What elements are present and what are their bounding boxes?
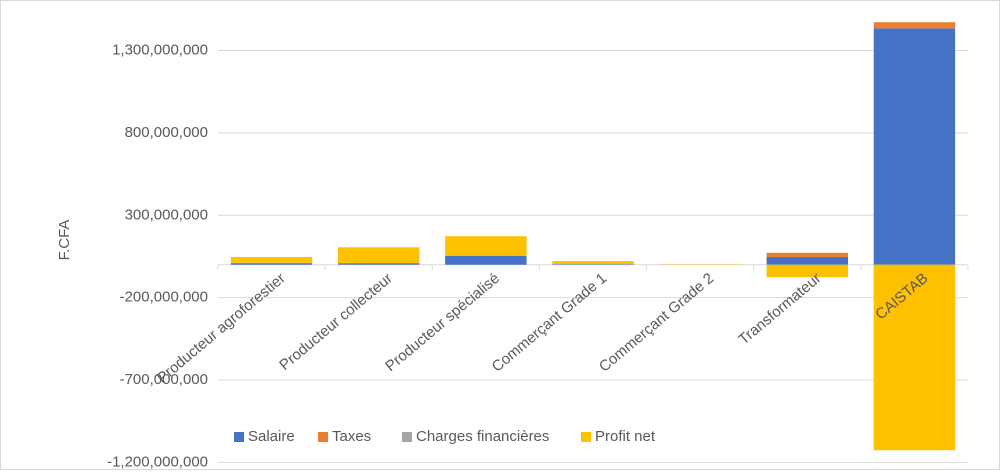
y-tick-label: -1,200,000,000: [107, 453, 208, 470]
bar-segment: [445, 256, 526, 265]
y-tick-label: 300,000,000: [125, 206, 208, 223]
y-tick-label: 1,300,000,000: [112, 42, 208, 59]
bar-segment: [767, 253, 848, 257]
bar-segment: [338, 263, 419, 264]
bar-segment: [767, 257, 848, 265]
bar-segment: [552, 261, 633, 264]
legend-label: Profit net: [595, 428, 656, 445]
legend-swatch: [581, 432, 591, 442]
legend-swatch: [402, 432, 412, 442]
bar-segment: [874, 22, 955, 28]
legend-swatch: [234, 432, 244, 442]
legend-swatch: [318, 432, 328, 442]
y-tick-label: 800,000,000: [125, 124, 208, 141]
bar-segment: [874, 28, 955, 264]
legend-label: Salaire: [248, 428, 295, 445]
y-axis-title: F.CFA: [56, 220, 73, 261]
y-tick-label: -200,000,000: [120, 289, 208, 306]
bar-segment: [231, 257, 312, 263]
bar-segment: [231, 263, 312, 264]
legend-label: Taxes: [332, 428, 371, 445]
bar-segment: [445, 236, 526, 255]
legend-label: Charges financières: [416, 428, 549, 445]
bar-segment: [338, 247, 419, 263]
